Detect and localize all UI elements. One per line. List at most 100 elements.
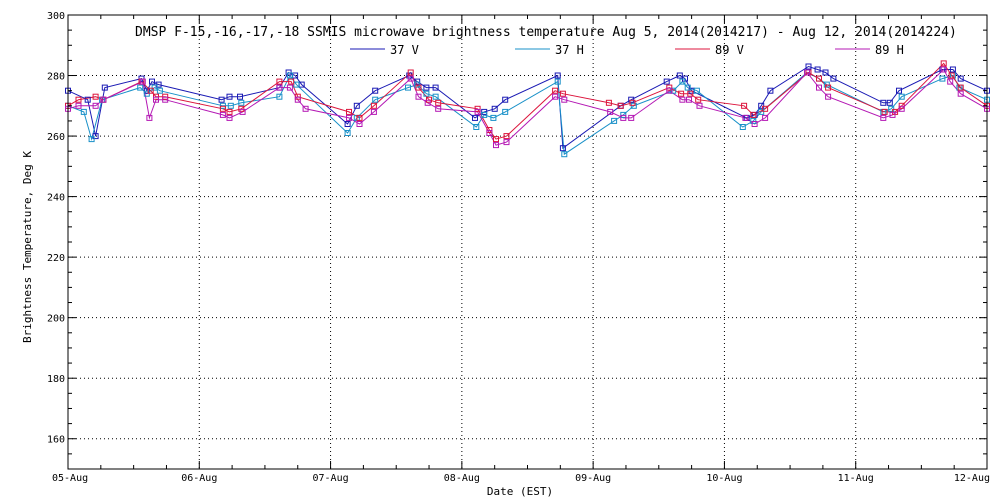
series-line xyxy=(67,71,988,156)
data-point xyxy=(742,114,749,121)
data-point xyxy=(294,96,301,103)
data-point xyxy=(356,114,363,121)
data-point xyxy=(898,93,905,100)
data-point xyxy=(370,102,377,109)
data-point xyxy=(405,84,411,91)
y-tick-label: 240 xyxy=(47,193,65,204)
data-point xyxy=(356,121,363,127)
data-point xyxy=(762,114,769,121)
data-point xyxy=(686,96,692,103)
data-point xyxy=(666,87,673,94)
data-point xyxy=(561,96,568,103)
data-point xyxy=(346,108,352,115)
data-point xyxy=(415,93,422,100)
data-point xyxy=(226,108,233,115)
data-point xyxy=(663,78,670,85)
data-point xyxy=(629,99,636,106)
data-point xyxy=(353,102,360,109)
data-point xyxy=(493,136,499,143)
data-point xyxy=(947,78,954,85)
data-point xyxy=(957,84,964,91)
data-point xyxy=(432,93,439,100)
data-point xyxy=(898,105,905,112)
legend-label: 89 V xyxy=(715,43,744,57)
data-point xyxy=(687,90,694,97)
data-point xyxy=(739,124,746,130)
y-tick-label: 300 xyxy=(47,11,65,22)
data-point xyxy=(286,84,293,91)
legend-label: 89 H xyxy=(875,43,904,57)
data-point xyxy=(693,87,700,94)
data-point xyxy=(219,111,226,118)
series-markers xyxy=(65,60,990,158)
data-point xyxy=(288,78,295,85)
data-point xyxy=(474,105,481,112)
data-point xyxy=(889,111,896,118)
legend-label: 37 V xyxy=(390,43,419,57)
data-point xyxy=(156,87,163,94)
data-point xyxy=(554,72,561,79)
data-point xyxy=(762,105,769,112)
data-point xyxy=(605,99,612,106)
y-tick-label: 200 xyxy=(47,314,65,325)
data-point xyxy=(276,93,283,100)
axes: 05-Aug 06-Aug 07-Aug 08-Aug 09-Aug 10-Aug 11-A… xyxy=(47,11,990,484)
data-point xyxy=(147,87,154,94)
data-point xyxy=(491,105,498,112)
data-point xyxy=(372,96,379,103)
data-point xyxy=(559,90,566,97)
data-point xyxy=(226,93,233,100)
data-point xyxy=(670,87,677,94)
data-point xyxy=(139,78,146,85)
data-point xyxy=(751,121,758,127)
data-point xyxy=(435,99,442,106)
data-point xyxy=(424,99,431,106)
plot-frame xyxy=(67,14,988,470)
data-point xyxy=(75,96,82,103)
data-point xyxy=(344,121,351,127)
data-point xyxy=(473,124,480,130)
x-tick-label: 05-Aug xyxy=(52,473,88,484)
data-point xyxy=(948,72,955,79)
data-point xyxy=(472,114,478,121)
data-point xyxy=(607,108,614,115)
data-point xyxy=(218,96,225,103)
y-tick-label: 180 xyxy=(47,374,65,385)
data-point xyxy=(162,96,169,103)
data-point xyxy=(888,105,895,112)
data-point xyxy=(372,87,379,94)
data-point xyxy=(679,96,686,103)
data-point xyxy=(502,96,509,103)
y-tick-label: 220 xyxy=(47,253,65,264)
x-tick-label: 06-Aug xyxy=(181,473,217,484)
data-point xyxy=(92,93,99,100)
data-point xyxy=(92,102,99,109)
data-point xyxy=(617,102,624,109)
data-point xyxy=(151,84,158,91)
data-point xyxy=(435,105,442,112)
series-line xyxy=(67,65,988,150)
data-point xyxy=(957,75,964,82)
data-point xyxy=(100,96,107,103)
y-tick-label: 260 xyxy=(47,132,65,143)
data-point xyxy=(741,102,748,109)
data-point xyxy=(552,87,559,94)
data-point xyxy=(276,78,283,85)
data-point xyxy=(666,84,673,91)
data-point xyxy=(552,93,559,100)
data-point xyxy=(370,108,377,115)
data-point xyxy=(949,66,956,73)
y-axis-label: Brightness Temperature, Deg K xyxy=(21,151,34,343)
data-point xyxy=(503,133,510,140)
data-point xyxy=(684,84,691,91)
data-point xyxy=(696,102,703,109)
data-point xyxy=(80,108,87,115)
x-tick-label: 10-Aug xyxy=(706,473,742,484)
data-point xyxy=(825,84,832,91)
data-point xyxy=(750,117,757,124)
data-point xyxy=(559,145,566,152)
x-tick-label: 09-Aug xyxy=(575,473,611,484)
legend: 37 V 37 H 89 V 89 H xyxy=(350,43,904,57)
data-point xyxy=(554,78,561,85)
data-point xyxy=(88,136,95,143)
